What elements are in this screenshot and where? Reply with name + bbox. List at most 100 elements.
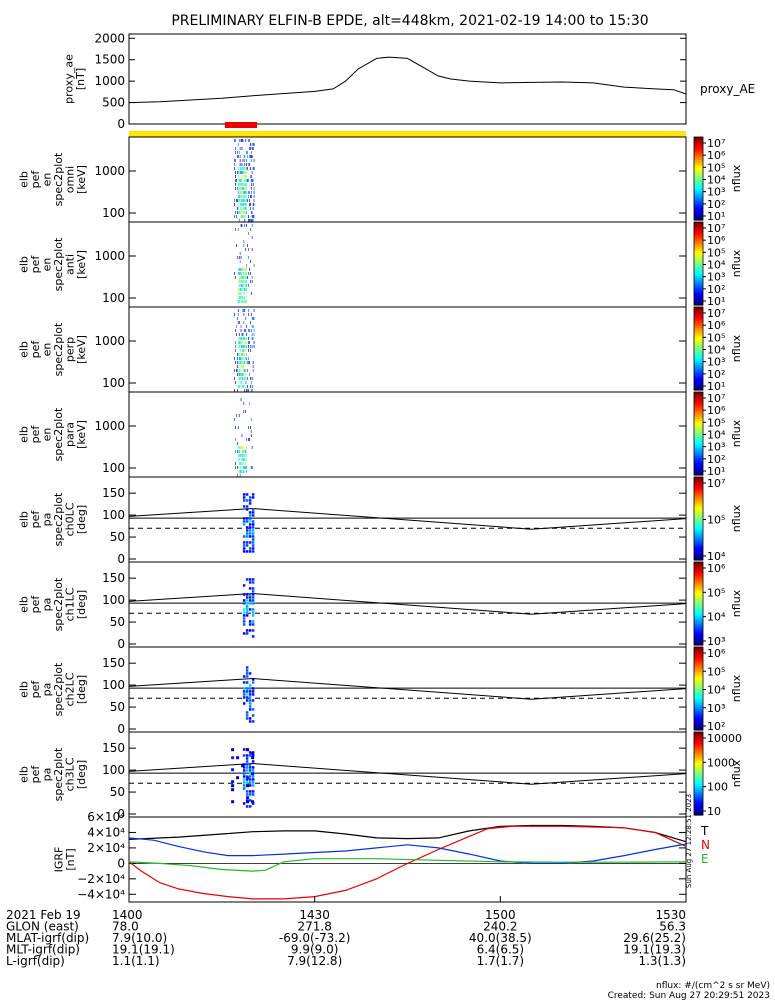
pa-ytick-label: 0 bbox=[117, 722, 125, 736]
spectrogram-cell bbox=[242, 333, 244, 336]
colorbar-step bbox=[694, 371, 703, 374]
spectrogram-cell bbox=[239, 341, 241, 344]
colorbar-step bbox=[694, 761, 703, 764]
colorbar-step bbox=[694, 591, 703, 594]
pa-cell bbox=[251, 714, 255, 717]
energy-panel-frame bbox=[128, 391, 687, 478]
spectrogram-cell bbox=[244, 353, 246, 356]
colorbar-step bbox=[694, 759, 703, 762]
pa-ylabel-line: ch3LC bbox=[63, 757, 76, 791]
colorbar-frame bbox=[693, 136, 704, 221]
pa-cell bbox=[242, 763, 246, 766]
spectrogram-cell bbox=[251, 345, 253, 348]
pa-cell bbox=[245, 781, 249, 784]
colorbar-step bbox=[694, 209, 703, 213]
energy-ylabel-line: en bbox=[40, 428, 53, 442]
pa-cell bbox=[248, 693, 252, 696]
spectrogram-cell bbox=[238, 361, 240, 364]
spectrogram-cell bbox=[238, 284, 240, 287]
spectrogram-cell bbox=[244, 187, 246, 190]
pa-cell bbox=[251, 775, 255, 778]
footer-value: 1500 bbox=[485, 908, 516, 922]
pa-cell bbox=[251, 720, 255, 723]
spectrogram-cell bbox=[238, 385, 240, 388]
energy-ylabel-line: en bbox=[40, 258, 53, 272]
pa-cell bbox=[246, 776, 250, 780]
colorbar-step bbox=[694, 566, 703, 569]
colorbar-step bbox=[694, 470, 703, 474]
pa-ylabel-line: spec2plot bbox=[52, 662, 65, 716]
spectrogram-cell bbox=[241, 203, 243, 206]
spectrogram-cell bbox=[250, 418, 252, 421]
spectrogram-cell bbox=[246, 183, 247, 186]
pa-cell bbox=[242, 754, 246, 757]
spectrogram-cell bbox=[242, 191, 244, 194]
spectrogram-cell bbox=[238, 272, 240, 275]
spectrogram-cell bbox=[240, 365, 242, 368]
spectrogram-cell bbox=[245, 179, 247, 182]
spectrogram-cell bbox=[243, 171, 245, 174]
spectrogram-cell bbox=[251, 219, 253, 222]
spectrogram-cell bbox=[250, 159, 252, 162]
pa-cell bbox=[231, 756, 235, 760]
colorbar-step bbox=[694, 522, 703, 526]
spectrogram-cell bbox=[241, 377, 243, 380]
loss-cone-line bbox=[128, 762, 687, 785]
pa-cell bbox=[251, 602, 255, 605]
pa-cell bbox=[245, 499, 249, 502]
colorbar-step bbox=[694, 278, 703, 281]
colorbar-step bbox=[694, 659, 703, 663]
spectrogram-cell bbox=[250, 381, 252, 384]
colorbar-step bbox=[694, 234, 703, 238]
footer-value: 29.6(25.2) bbox=[623, 931, 686, 945]
spectrogram-cell bbox=[247, 377, 248, 380]
colorbar-step bbox=[694, 736, 703, 739]
pa-cell bbox=[245, 693, 249, 696]
spectrogram-cell bbox=[241, 333, 243, 336]
pa-cell bbox=[245, 611, 249, 614]
pa-cell bbox=[248, 620, 252, 623]
spectrogram-cell bbox=[237, 365, 239, 368]
spectrogram-cell bbox=[242, 345, 244, 348]
spectrogram-cell bbox=[253, 329, 255, 332]
colorbar-label: 10⁴ bbox=[707, 259, 726, 272]
colorbar-step bbox=[694, 487, 703, 491]
pa-ylabel-line: pef bbox=[29, 680, 42, 699]
colorbar-step bbox=[694, 149, 703, 153]
pa-cell bbox=[245, 778, 249, 781]
colorbar-step bbox=[694, 611, 703, 615]
spectrogram-cell bbox=[250, 175, 252, 178]
spectrogram-cell bbox=[249, 402, 250, 405]
colorbar-step bbox=[694, 773, 703, 777]
pa-ytick-label: 100 bbox=[102, 593, 125, 607]
colorbar-step bbox=[694, 580, 703, 584]
spectrogram-cell bbox=[248, 309, 249, 312]
spectrogram-cell bbox=[241, 207, 243, 210]
pa-cell bbox=[248, 608, 252, 611]
spectrogram-cell bbox=[244, 373, 246, 376]
spectrogram-cell bbox=[246, 377, 247, 380]
spectrogram-cell bbox=[242, 309, 244, 312]
spectrogram-cell bbox=[249, 438, 250, 441]
spectrogram-cell bbox=[240, 179, 242, 182]
spectrogram-cell bbox=[242, 361, 244, 364]
colorbar-step bbox=[694, 549, 703, 553]
colorbar-step bbox=[694, 445, 703, 449]
spectrogram-cell bbox=[251, 171, 253, 174]
spectrogram-cell bbox=[237, 256, 238, 259]
spectrogram-cell bbox=[246, 167, 247, 170]
colorbar-step bbox=[694, 696, 703, 700]
spectrogram-cell bbox=[242, 183, 244, 186]
spectrogram-cell bbox=[243, 284, 245, 287]
spectrogram-cell bbox=[239, 167, 241, 170]
spectrogram-cell bbox=[238, 268, 240, 271]
colorbar-label: 10⁵ bbox=[707, 246, 725, 259]
spectrogram-cell bbox=[240, 191, 242, 194]
spectrogram-cell bbox=[241, 139, 243, 142]
pa-cell bbox=[242, 675, 246, 678]
spectrogram-cell bbox=[246, 272, 247, 275]
igrf-line-green bbox=[128, 858, 687, 872]
spectrogram-cell bbox=[238, 450, 240, 453]
